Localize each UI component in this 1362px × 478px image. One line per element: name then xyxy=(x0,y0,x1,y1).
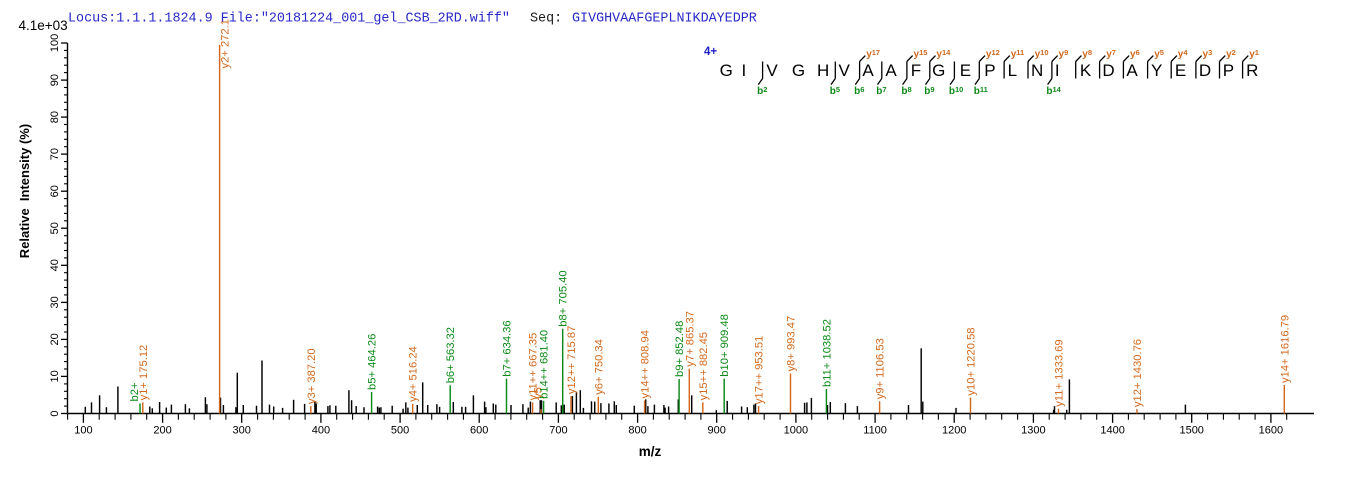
svg-text:y2: y2 xyxy=(1226,48,1236,60)
svg-text:1300: 1300 xyxy=(1021,425,1045,437)
svg-text:100: 100 xyxy=(49,34,61,52)
svg-text:E: E xyxy=(960,61,971,80)
svg-text:y6+ 750.34: y6+ 750.34 xyxy=(593,339,605,395)
svg-text:L: L xyxy=(1008,61,1017,80)
svg-text:G: G xyxy=(932,61,945,80)
svg-text:y7+ 865.37: y7+ 865.37 xyxy=(684,311,696,367)
svg-text:P: P xyxy=(984,61,995,80)
svg-text:y12++ 715.87: y12++ 715.87 xyxy=(566,326,578,394)
svg-text:m/z: m/z xyxy=(639,444,662,459)
svg-text:G: G xyxy=(720,61,733,80)
svg-text:1200: 1200 xyxy=(942,425,966,437)
svg-text:y7: y7 xyxy=(1106,48,1116,60)
svg-text:b7+ 634.36: b7+ 634.36 xyxy=(502,320,514,376)
svg-text:Locus:1.1.1.1824.9 File:"20181: Locus:1.1.1.1824.9 File:"20181224_001_ge… xyxy=(68,12,510,27)
svg-text:b11+ 1038.52: b11+ 1038.52 xyxy=(821,319,833,387)
svg-text:4.1e+03: 4.1e+03 xyxy=(19,18,68,33)
svg-text:b14++ 681.40: b14++ 681.40 xyxy=(539,330,551,399)
svg-text:y15++ 882.45: y15++ 882.45 xyxy=(698,332,710,400)
svg-text:y3: y3 xyxy=(1203,48,1213,60)
svg-text:y17++ 953.51: y17++ 953.51 xyxy=(754,336,766,404)
svg-text:1100: 1100 xyxy=(863,425,887,437)
svg-text:20: 20 xyxy=(49,333,61,345)
svg-text:y1: y1 xyxy=(1249,48,1259,60)
svg-text:D: D xyxy=(1199,61,1211,80)
svg-text:0: 0 xyxy=(49,410,61,416)
svg-text:b6+ 563.32: b6+ 563.32 xyxy=(445,327,457,383)
svg-text:500: 500 xyxy=(391,425,409,437)
svg-text:800: 800 xyxy=(628,425,646,437)
svg-text:N: N xyxy=(1031,61,1043,80)
svg-text:1000: 1000 xyxy=(784,425,808,437)
svg-text:y9+ 1106.53: y9+ 1106.53 xyxy=(875,338,887,399)
svg-text:30: 30 xyxy=(49,296,61,308)
svg-text:b7: b7 xyxy=(876,85,886,97)
svg-text:K: K xyxy=(1080,61,1092,80)
svg-text:1400: 1400 xyxy=(1100,425,1124,437)
svg-text:I: I xyxy=(742,61,747,80)
svg-text:y11+ 1333.69: y11+ 1333.69 xyxy=(1054,339,1066,406)
svg-text:b5+ 464.26: b5+ 464.26 xyxy=(367,334,379,390)
svg-text:I: I xyxy=(1055,61,1060,80)
svg-text:y1+ 175.12: y1+ 175.12 xyxy=(138,345,150,401)
svg-text:F: F xyxy=(911,61,921,80)
svg-text:b2: b2 xyxy=(757,85,767,97)
svg-text:b2+: b2+ xyxy=(129,383,141,402)
svg-text:y11++ 667.35: y11++ 667.35 xyxy=(528,333,540,401)
svg-text:10: 10 xyxy=(49,370,61,382)
svg-text:100: 100 xyxy=(74,425,92,437)
svg-text:A: A xyxy=(1126,61,1138,80)
svg-text:V: V xyxy=(839,61,851,80)
svg-text:700: 700 xyxy=(549,425,567,437)
svg-text:1600: 1600 xyxy=(1259,425,1283,437)
svg-text:A: A xyxy=(885,61,897,80)
svg-text:R: R xyxy=(1246,61,1258,80)
svg-text:y4+ 516.24: y4+ 516.24 xyxy=(408,346,420,402)
svg-text:b6: b6 xyxy=(854,85,864,97)
svg-text:400: 400 xyxy=(312,425,330,437)
svg-text:1500: 1500 xyxy=(1179,425,1203,437)
svg-text:80: 80 xyxy=(49,111,61,123)
svg-text:y14+ 1616.79: y14+ 1616.79 xyxy=(1279,315,1291,383)
svg-text:b10+ 909.48: b10+ 909.48 xyxy=(719,314,731,377)
svg-text:b8: b8 xyxy=(901,85,911,97)
svg-text:P: P xyxy=(1223,61,1234,80)
svg-text:b9: b9 xyxy=(924,85,934,97)
svg-text:b8+ 705.40: b8+ 705.40 xyxy=(558,270,570,326)
svg-text:4+: 4+ xyxy=(704,46,717,58)
svg-text:b9+ 852.48: b9+ 852.48 xyxy=(674,321,686,377)
svg-text:900: 900 xyxy=(708,425,726,437)
svg-text:b5: b5 xyxy=(830,85,840,97)
svg-text:y4: y4 xyxy=(1178,48,1189,60)
svg-text:y8: y8 xyxy=(1082,48,1092,60)
svg-text:y5: y5 xyxy=(533,387,545,399)
svg-text:GIVGHVAAFGEPLNIKDAYEDPR: GIVGHVAAFGEPLNIKDAYEDPR xyxy=(572,12,757,27)
svg-text:y10+ 1220.58: y10+ 1220.58 xyxy=(966,327,978,395)
svg-text:V: V xyxy=(766,61,778,80)
svg-text:y8+ 993.47: y8+ 993.47 xyxy=(786,316,798,372)
svg-text:y12+ 1430.76: y12+ 1430.76 xyxy=(1132,339,1144,407)
svg-text:40: 40 xyxy=(49,259,61,271)
svg-text:y2+ 272.1: y2+ 272.1 xyxy=(220,19,232,68)
svg-text:600: 600 xyxy=(470,425,488,437)
svg-text:200: 200 xyxy=(153,425,171,437)
svg-text:300: 300 xyxy=(233,425,251,437)
svg-text:A: A xyxy=(862,61,874,80)
svg-text:y3+ 387.20: y3+ 387.20 xyxy=(306,348,318,404)
svg-text:Seq:: Seq: xyxy=(530,12,562,27)
svg-text:y9: y9 xyxy=(1059,48,1069,60)
svg-text:y6: y6 xyxy=(1130,48,1140,60)
svg-text:90: 90 xyxy=(49,74,61,86)
svg-text:G: G xyxy=(792,61,805,80)
svg-text:y5: y5 xyxy=(1154,48,1164,60)
svg-text:Relative Intensity (%): Relative Intensity (%) xyxy=(17,124,32,258)
svg-text:y14++ 808.94: y14++ 808.94 xyxy=(640,330,652,398)
svg-text:70: 70 xyxy=(49,148,61,160)
svg-text:60: 60 xyxy=(49,185,61,197)
svg-text:E: E xyxy=(1175,61,1186,80)
svg-text:D: D xyxy=(1102,61,1114,80)
svg-text:50: 50 xyxy=(49,222,61,234)
svg-text:H: H xyxy=(817,61,829,80)
svg-text:Y: Y xyxy=(1151,61,1162,80)
